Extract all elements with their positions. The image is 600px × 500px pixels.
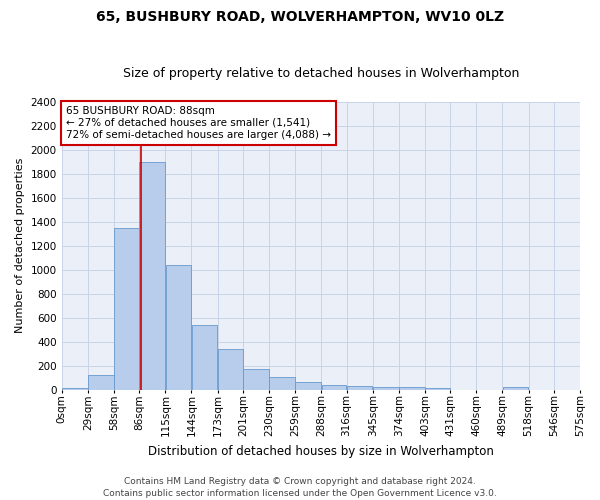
Text: Contains HM Land Registry data © Crown copyright and database right 2024.
Contai: Contains HM Land Registry data © Crown c… bbox=[103, 476, 497, 498]
Title: Size of property relative to detached houses in Wolverhampton: Size of property relative to detached ho… bbox=[122, 66, 519, 80]
Bar bbox=[269, 376, 295, 390]
Bar bbox=[88, 375, 113, 390]
Text: 65 BUSHBURY ROAD: 88sqm
← 27% of detached houses are smaller (1,541)
72% of semi: 65 BUSHBURY ROAD: 88sqm ← 27% of detache… bbox=[66, 106, 331, 140]
Text: 65, BUSHBURY ROAD, WOLVERHAMPTON, WV10 0LZ: 65, BUSHBURY ROAD, WOLVERHAMPTON, WV10 0… bbox=[96, 10, 504, 24]
X-axis label: Distribution of detached houses by size in Wolverhampton: Distribution of detached houses by size … bbox=[148, 444, 494, 458]
Bar bbox=[399, 388, 425, 390]
Bar bbox=[322, 385, 346, 390]
Bar bbox=[218, 349, 242, 390]
Bar bbox=[295, 382, 321, 390]
Y-axis label: Number of detached properties: Number of detached properties bbox=[15, 158, 25, 334]
Bar bbox=[347, 386, 373, 390]
Bar bbox=[243, 370, 269, 390]
Bar bbox=[580, 388, 600, 390]
Bar bbox=[373, 387, 398, 390]
Bar bbox=[62, 388, 88, 390]
Bar bbox=[503, 388, 529, 390]
Bar bbox=[192, 325, 217, 390]
Bar bbox=[139, 162, 165, 390]
Bar bbox=[114, 228, 139, 390]
Bar bbox=[425, 388, 450, 390]
Bar bbox=[166, 265, 191, 390]
